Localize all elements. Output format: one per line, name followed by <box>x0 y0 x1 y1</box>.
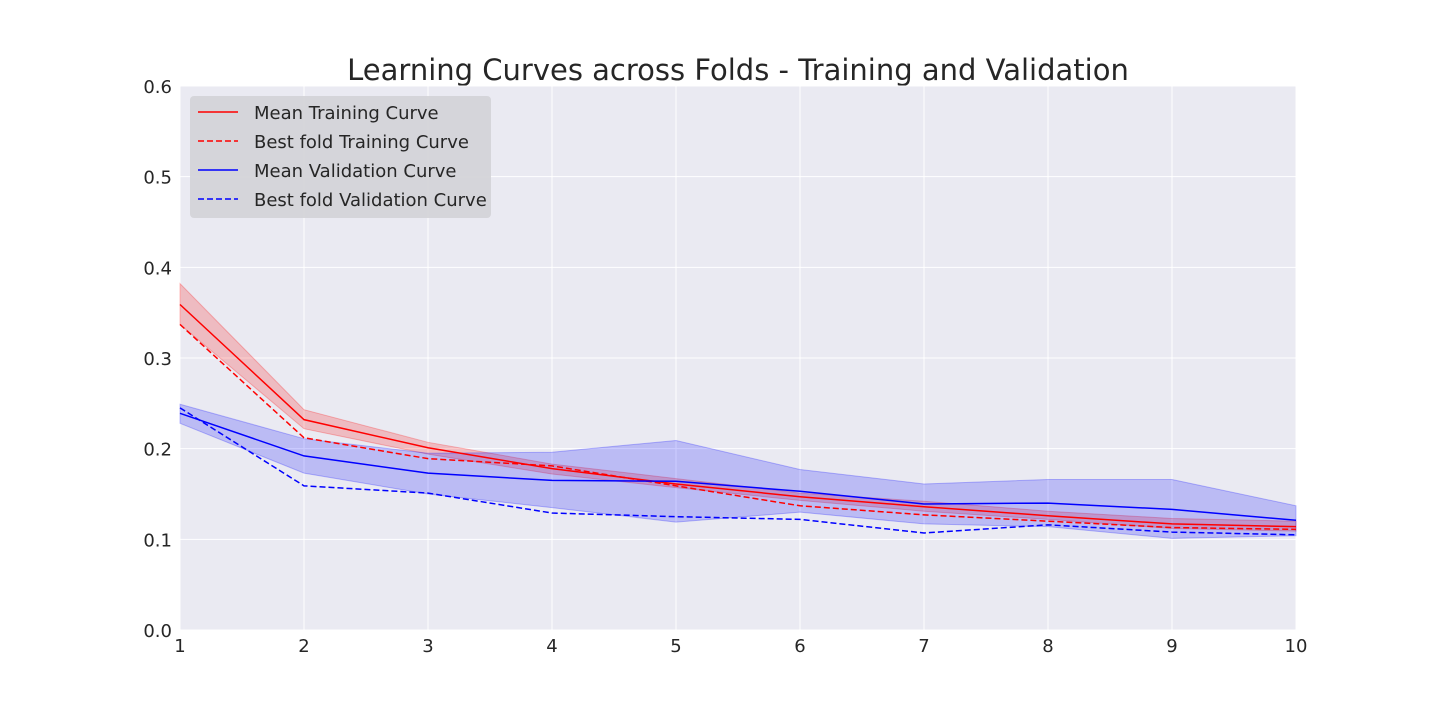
mean-validation-curve-line <box>179 412 1297 522</box>
x-tick-label: 9 <box>1166 636 1177 657</box>
x-tick-label: 2 <box>298 636 309 657</box>
x-tick-label: 10 <box>1285 636 1308 657</box>
y-tick-label: 0.0 <box>143 621 172 642</box>
mean-validation-curve-band <box>179 403 1297 539</box>
best-fold-training-curve-line <box>179 323 1297 531</box>
legend-label: Best fold Validation Curve <box>254 190 487 211</box>
legend-label: Mean Training Curve <box>254 103 439 124</box>
legend-box <box>190 96 491 218</box>
best-fold-validation-curve-line <box>179 407 1297 536</box>
x-tick-label: 4 <box>546 636 557 657</box>
y-tick-labels: 0.0 0.1 0.2 0.3 0.4 0.5 0.6 <box>143 77 172 642</box>
legend: Mean Training Curve Best fold Training Cu… <box>190 96 491 218</box>
mean-training-curve-line <box>179 303 1297 528</box>
series-lines <box>179 303 1297 536</box>
chart-title: Learning Curves across Folds - Training … <box>347 53 1129 87</box>
x-tick-label: 3 <box>422 636 433 657</box>
x-tick-label: 8 <box>1042 636 1053 657</box>
y-tick-label: 0.1 <box>143 530 172 551</box>
y-tick-label: 0.5 <box>143 168 172 189</box>
x-tick-label: 1 <box>174 636 185 657</box>
y-tick-label: 0.4 <box>143 258 172 279</box>
x-tick-labels: 1 2 3 4 5 6 7 8 9 10 <box>174 636 1307 657</box>
legend-label: Mean Validation Curve <box>254 161 456 182</box>
x-tick-label: 5 <box>670 636 681 657</box>
x-tick-label: 6 <box>794 636 805 657</box>
x-tick-label: 7 <box>918 636 929 657</box>
y-tick-label: 0.2 <box>143 440 172 461</box>
y-tick-label: 0.3 <box>143 349 172 370</box>
y-tick-label: 0.6 <box>143 77 172 98</box>
legend-label: Best fold Training Curve <box>254 132 469 153</box>
